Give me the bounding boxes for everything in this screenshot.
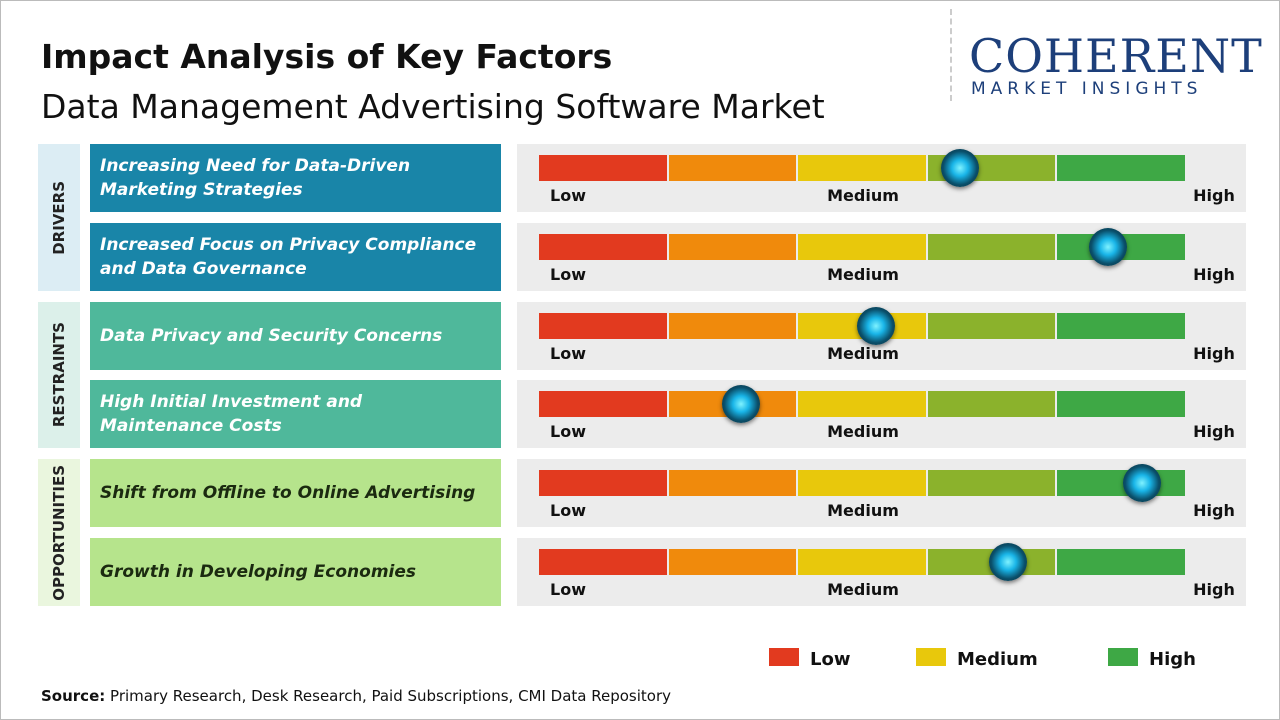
factor: Growth in Developing Economies bbox=[90, 538, 501, 606]
gauge-segment bbox=[798, 470, 926, 497]
scale-label: Low bbox=[550, 422, 586, 442]
impact-marker bbox=[1088, 227, 1127, 266]
gauge-segment bbox=[927, 470, 1056, 497]
source: Source: Primary Research, Desk Research,… bbox=[41, 687, 671, 705]
scale-label: High bbox=[1193, 343, 1235, 363]
scale-label: Medium bbox=[827, 264, 899, 284]
impact-marker bbox=[856, 306, 895, 345]
legend-swatch bbox=[1108, 648, 1138, 666]
factor: Increased Focus on Privacy Compliance an… bbox=[90, 222, 501, 291]
group-label-text: RESTRAINTS bbox=[50, 322, 68, 428]
scale-label: Low bbox=[550, 501, 586, 521]
group-label-text: DRIVERS bbox=[50, 180, 68, 255]
logo-tagline: MARKET INSIGHTS bbox=[971, 79, 1203, 99]
group-label: OPPORTUNITIES bbox=[38, 459, 80, 606]
factor: Data Privacy and Security Concerns bbox=[90, 301, 501, 370]
scale-label: Medium bbox=[827, 580, 899, 599]
gauge-segment bbox=[927, 312, 1056, 339]
gauge-segment bbox=[798, 391, 926, 418]
scale-label: Medium bbox=[827, 422, 899, 442]
gauge-segment bbox=[1057, 155, 1185, 181]
legend-swatch bbox=[916, 648, 946, 666]
impact-marker bbox=[1122, 464, 1161, 503]
logo-name: COHERENT bbox=[969, 29, 1263, 83]
scale-label: Medium bbox=[827, 186, 899, 205]
legend-swatch bbox=[769, 648, 799, 666]
gauge-segment bbox=[539, 470, 667, 497]
gauge-segment bbox=[539, 549, 667, 575]
gauge-segment bbox=[668, 549, 797, 575]
scale-label: Low bbox=[550, 264, 586, 284]
title: Impact Analysis of Key Factors bbox=[41, 37, 613, 76]
group-label: DRIVERS bbox=[38, 144, 80, 291]
gauge-segment bbox=[1057, 391, 1185, 418]
scale-label: Medium bbox=[827, 343, 899, 363]
gauge-segment bbox=[668, 312, 797, 339]
gauge-segment bbox=[927, 233, 1056, 260]
scale-label: Medium bbox=[827, 501, 899, 521]
gauge-segment bbox=[1057, 470, 1185, 497]
gauge-segment bbox=[668, 470, 797, 497]
gauge-segment bbox=[1057, 549, 1185, 575]
gauge-segment bbox=[668, 233, 797, 260]
scale-label: High bbox=[1193, 422, 1235, 442]
gauge-segment bbox=[927, 391, 1056, 418]
gauge-segment bbox=[539, 155, 667, 181]
gauge-segment bbox=[539, 391, 667, 418]
impact-marker bbox=[722, 385, 761, 424]
scale-label: Low bbox=[550, 186, 586, 205]
scale-label: High bbox=[1193, 501, 1235, 521]
scale-label: High bbox=[1193, 264, 1235, 284]
scale-label: High bbox=[1193, 580, 1235, 599]
group-label: RESTRAINTS bbox=[38, 301, 80, 449]
source-label: Source: bbox=[41, 687, 106, 705]
factor: Increasing Need for Data-Driven Marketin… bbox=[90, 144, 501, 212]
legend-label: Low bbox=[810, 649, 851, 670]
scale-label: Low bbox=[550, 343, 586, 363]
gauge-segment bbox=[668, 155, 797, 181]
gauge-segment bbox=[798, 549, 926, 575]
factor: Shift from Offline to Online Advertising bbox=[90, 459, 501, 528]
gauge-segment bbox=[798, 233, 926, 260]
impact-marker bbox=[941, 149, 980, 187]
source-text: Primary Research, Desk Research, Paid Su… bbox=[110, 687, 672, 705]
legend-label: High bbox=[1149, 649, 1196, 670]
gauge-segment bbox=[1057, 312, 1185, 339]
gauge-segment bbox=[539, 312, 667, 339]
subtitle: Data Management Advertising Software Mar… bbox=[41, 87, 825, 126]
logo-separator bbox=[950, 9, 952, 101]
factor: High Initial Investment and Maintenance … bbox=[90, 380, 501, 449]
gauge-segment bbox=[798, 155, 926, 181]
impact-marker bbox=[989, 543, 1028, 581]
scale-label: Low bbox=[550, 580, 586, 599]
group-label-text: OPPORTUNITIES bbox=[50, 464, 68, 601]
legend-label: Medium bbox=[957, 649, 1038, 670]
scale-label: High bbox=[1193, 186, 1235, 205]
gauge-segment bbox=[539, 233, 667, 260]
